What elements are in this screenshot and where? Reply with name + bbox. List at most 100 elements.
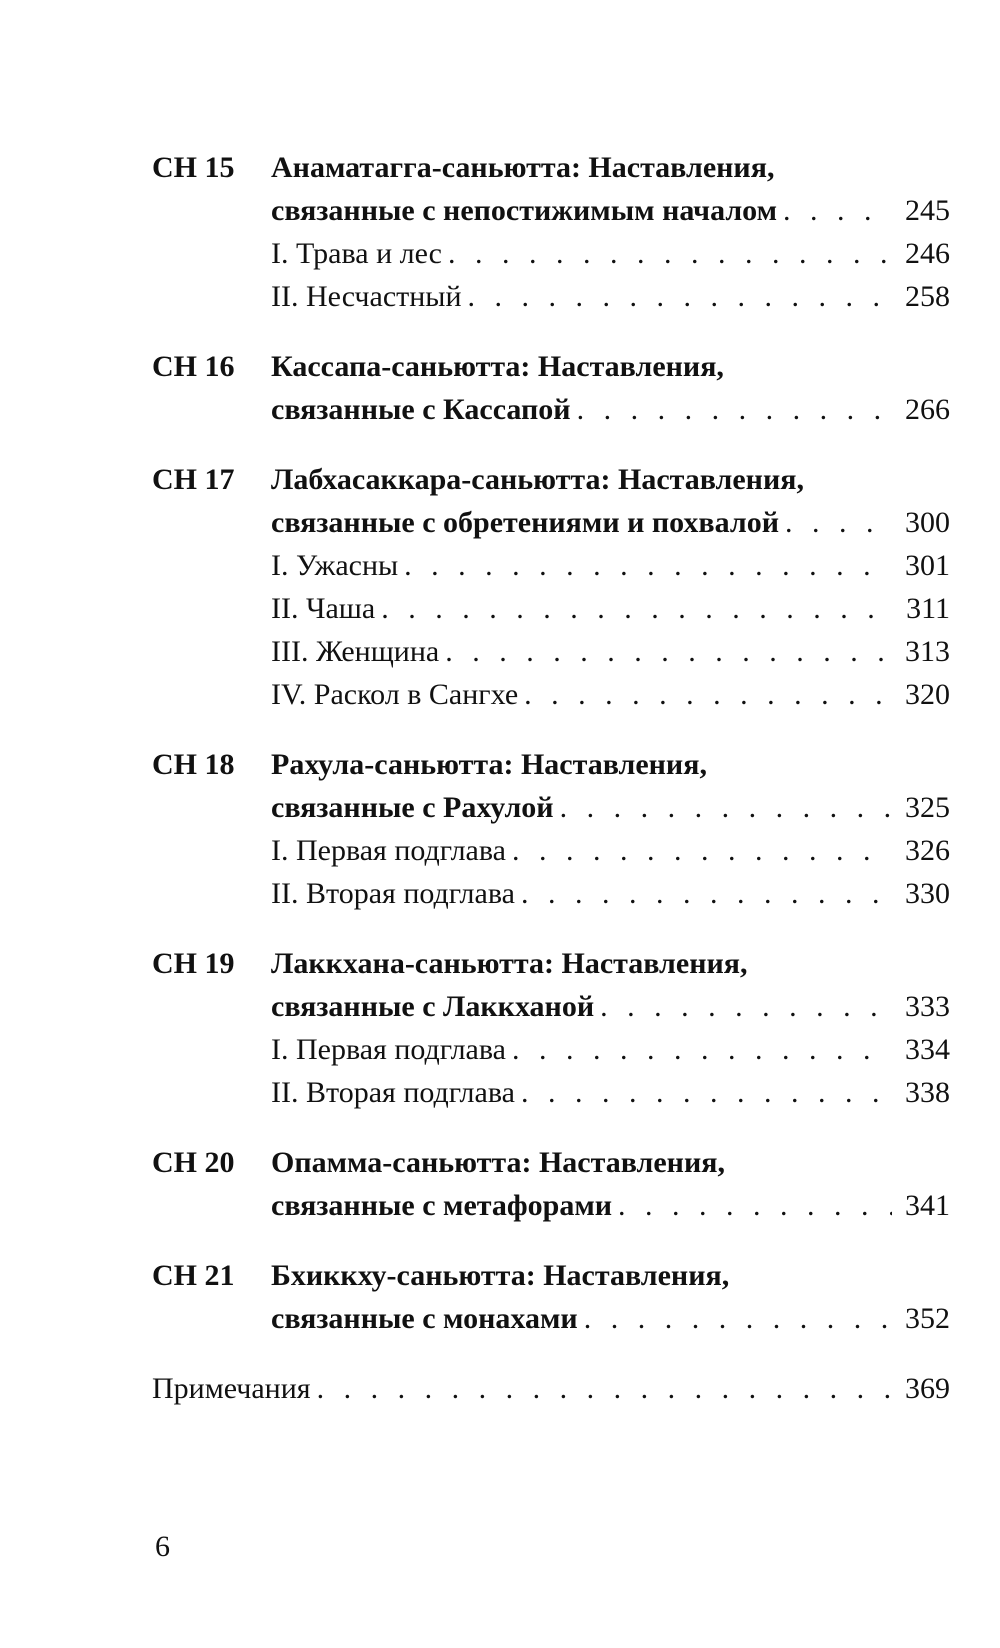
section-subtitle: связанные с Кассапой [271,393,571,426]
section-subtitle: связанные с монахами [271,1302,578,1335]
toc-heading-line: СН 20 Опамма-саньютта: Наставления, [152,1141,950,1184]
page-ref: 245 [905,194,950,227]
dot-leader: . . . . . . . . . . . . . . . . . . . . … [511,834,892,867]
section-subtitle: связанные с Рахулой [271,791,554,824]
section-code: СН 16 [152,350,235,383]
page-ref: 334 [905,1033,950,1066]
toc-subentry: II. Несчастный. . . . . . . . . . . . . … [152,275,950,318]
dot-leader: . . . . . . . . . . . . . . . . . . . . … [785,506,892,539]
section-subtitle: связанные с непостижимым началом [271,194,778,227]
toc-subentry: I. Первая подглава. . . . . . . . . . . … [152,1028,950,1071]
toc-heading-line: связанные с Рахулой. . . . . . . . . . .… [152,786,950,829]
toc-section: СН 17 Лабхасаккара-саньютта: Наставления,… [152,458,950,716]
toc-section: СН 19 Лаккхана-саньютта: Наставления, связ… [152,942,950,1114]
page-ref: 266 [905,393,950,426]
subentry-title: II. Несчастный [271,280,462,313]
section-title: Бхиккху-саньютта: Наставления, [271,1259,730,1292]
page-ref: 326 [905,834,950,867]
toc-heading-line: связанные с обретениями и похвалой. . . … [152,501,950,544]
notes-title: Примечания [152,1372,311,1405]
dot-leader: . . . . . . . . . . . . . . . . . . . . … [445,635,892,668]
toc-heading-line: СН 21 Бхиккху-саньютта: Наставления, [152,1254,950,1297]
section-code: СН 15 [152,151,235,184]
toc-subentry: I. Ужасны. . . . . . . . . . . . . . . .… [152,544,950,587]
toc-section: СН 16 Кассапа-саньютта: Наставления, связа… [152,345,950,431]
toc-section: СН 18 Рахула-саньютта: Наставления, связан… [152,743,950,915]
page-ref: 341 [905,1189,950,1222]
dot-leader: . . . . . . . . . . . . . . . . . . . . … [447,237,892,270]
dot-leader: . . . . . . . . . . . . . . . . . . . . … [404,549,892,582]
dot-leader: . . . . . . . . . . . . . . . . . . . . … [559,791,892,824]
toc-subentry: I. Трава и лес. . . . . . . . . . . . . … [152,232,950,275]
toc-heading-line: связанные с монахами. . . . . . . . . . … [152,1297,950,1340]
section-subtitle: связанные с Лаккханой [271,990,595,1023]
section-title: Анаматагга-саньютта: Наставления, [271,151,775,184]
page-ref: 352 [905,1302,950,1335]
page-ref: 320 [905,678,950,711]
page-ref: 369 [905,1372,950,1405]
subentry-title: I. Первая подглава [271,834,506,867]
dot-leader: . . . . . . . . . . . . . . . . . . . . … [381,592,892,625]
section-code: СН 17 [152,463,235,496]
toc-heading-line: связанные с метафорами. . . . . . . . . … [152,1184,950,1227]
subentry-title: I. Трава и лес [271,237,442,270]
page-ref: 338 [905,1076,950,1109]
dot-leader: . . . . . . . . . . . . . . . . . . . . … [576,393,892,426]
page-ref: 311 [906,592,950,625]
section-code: СН 19 [152,947,235,980]
section-subtitle: связанные с обретениями и похвалой [271,506,780,539]
page-ref: 300 [905,506,950,539]
toc-heading-line: СН 19 Лаккхана-саньютта: Наставления, [152,942,950,985]
toc-heading-line: СН 15 Анаматагга-саньютта: Наставления, [152,146,950,189]
section-title: Лабхасаккара-саньютта: Наставления, [271,463,804,496]
toc-heading-line: связанные с Кассапой. . . . . . . . . . … [152,388,950,431]
page-ref: 325 [905,791,950,824]
subentry-title: II. Вторая подглава [271,877,515,910]
page-ref: 246 [905,237,950,270]
page-ref: 330 [905,877,950,910]
dot-leader: . . . . . . . . . . . . . . . . . . . . … [783,194,892,227]
subentry-title: IV. Раскол в Сангхе [271,678,519,711]
dot-leader: . . . . . . . . . . . . . . . . . . . . … [583,1302,892,1335]
toc-heading-line: связанные с Лаккханой. . . . . . . . . .… [152,985,950,1028]
section-code: СН 18 [152,748,235,781]
dot-leader: . . . . . . . . . . . . . . . . . . . . … [520,1076,892,1109]
section-title: Кассапа-саньютта: Наставления, [271,350,724,383]
toc-section: СН 15 Анаматагга-саньютта: Наставления, св… [152,146,950,318]
table-of-contents: СН 15 Анаматагга-саньютта: Наставления, св… [152,146,950,1410]
subentry-title: II. Чаша [271,592,376,625]
section-subtitle: связанные с метафорами [271,1189,613,1222]
dot-leader: . . . . . . . . . . . . . . . . . . . . … [600,990,892,1023]
toc-notes: Примечания. . . . . . . . . . . . . . . … [152,1367,950,1410]
page-ref: 258 [905,280,950,313]
toc-heading-line: СН 16 Кассапа-саньютта: Наставления, [152,345,950,388]
page-number: 6 [155,1530,170,1563]
toc-subentry: II. Вторая подглава. . . . . . . . . . .… [152,872,950,915]
dot-leader: . . . . . . . . . . . . . . . . . . . . … [511,1033,892,1066]
toc-section: СН 21 Бхиккху-саньютта: Наставления, связа… [152,1254,950,1340]
toc-section: СН 20 Опамма-саньютта: Наставления, связан… [152,1141,950,1227]
section-code: СН 20 [152,1146,235,1179]
toc-heading-line: СН 18 Рахула-саньютта: Наставления, [152,743,950,786]
section-code: СН 21 [152,1259,235,1292]
page-ref: 301 [905,549,950,582]
toc-subentry: I. Первая подглава. . . . . . . . . . . … [152,829,950,872]
dot-leader: . . . . . . . . . . . . . . . . . . . . … [520,877,892,910]
toc-heading-line: связанные с непостижимым началом. . . . … [152,189,950,232]
subentry-title: I. Ужасны [271,549,399,582]
dot-leader: . . . . . . . . . . . . . . . . . . . . … [524,678,892,711]
toc-heading-line: СН 17 Лабхасаккара-саньютта: Наставления, [152,458,950,501]
section-title: Опамма-саньютта: Наставления, [271,1146,725,1179]
dot-leader: . . . . . . . . . . . . . . . . . . . . … [316,1372,892,1405]
section-title: Рахула-саньютта: Наставления, [271,748,707,781]
dot-leader: . . . . . . . . . . . . . . . . . . . . … [467,280,892,313]
subentry-title: III. Женщина [271,635,440,668]
section-title: Лаккхана-саньютта: Наставления, [271,947,748,980]
toc-subentry: II. Чаша. . . . . . . . . . . . . . . . … [152,587,950,630]
subentry-title: II. Вторая подглава [271,1076,515,1109]
dot-leader: . . . . . . . . . . . . . . . . . . . . … [618,1189,892,1222]
toc-subentry: IV. Раскол в Сангхе. . . . . . . . . . .… [152,673,950,716]
page-ref: 313 [905,635,950,668]
subentry-title: I. Первая подглава [271,1033,506,1066]
toc-subentry: III. Женщина. . . . . . . . . . . . . . … [152,630,950,673]
